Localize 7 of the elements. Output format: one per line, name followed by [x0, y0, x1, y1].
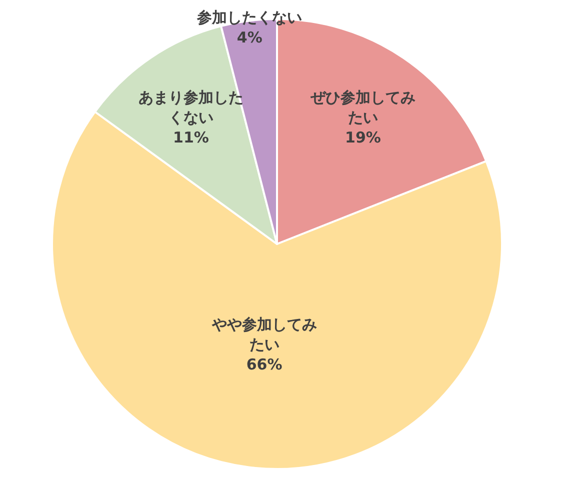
slice-label: あまり参加したくない [138, 88, 244, 126]
slice-label: ぜひ参加してみたい [310, 88, 416, 126]
data-label: 11% [173, 128, 209, 146]
data-label: 4% [236, 28, 262, 46]
slice-label: やや参加してみたい [210, 315, 317, 354]
data-label: 19% [345, 128, 381, 146]
data-label: 66% [246, 355, 282, 374]
